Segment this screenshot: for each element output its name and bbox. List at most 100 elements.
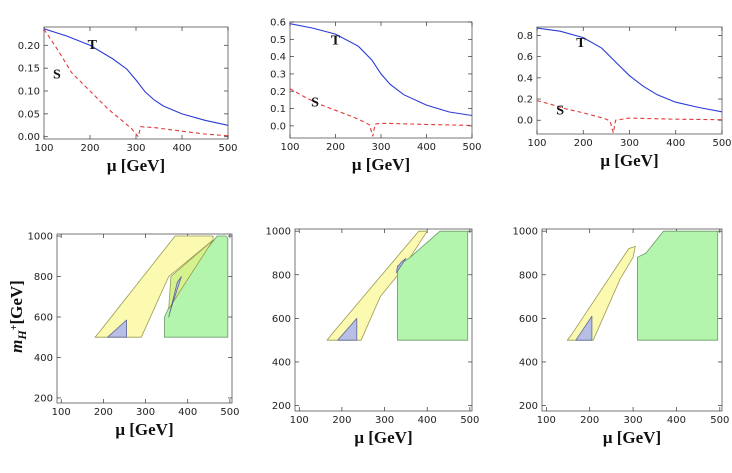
y-label-sub: H xyxy=(15,330,29,341)
y-axis-label: mH+[GeV] xyxy=(7,280,29,353)
x-tick-label: 300 xyxy=(136,407,155,418)
x-tick-label: 400 xyxy=(417,142,436,153)
x-axis-label: μ [GeV] xyxy=(354,428,412,447)
plot-area xyxy=(537,27,722,134)
y-tick-label: 600 xyxy=(34,312,53,323)
x-tick-label: 200 xyxy=(80,143,99,154)
y-tick-label: 600 xyxy=(272,314,291,325)
blue-region xyxy=(107,319,127,338)
x-tick-label: 500 xyxy=(220,407,239,418)
y-tick-label: 0.15 xyxy=(18,64,40,75)
y-tick-label: 0.2 xyxy=(270,87,286,98)
plot-frame xyxy=(541,228,723,412)
y-tick-label: 0.8 xyxy=(517,31,533,42)
x-tick-label: 300 xyxy=(375,415,394,426)
x-tick-label: 100 xyxy=(34,143,53,154)
series-label-S: S xyxy=(556,104,564,119)
yellow-region xyxy=(94,235,214,338)
x-tick-label: 200 xyxy=(332,415,351,426)
x-tick-label: 200 xyxy=(94,407,113,418)
x-axis-label: μ [GeV] xyxy=(352,155,410,174)
y-tick-label: 200 xyxy=(519,401,538,412)
plot-area xyxy=(44,28,228,138)
blue-region xyxy=(396,257,407,274)
plot-area xyxy=(326,230,469,341)
series-label-T: T xyxy=(331,33,341,48)
y-tick-label: 0.3 xyxy=(270,69,286,80)
x-tick-label: 300 xyxy=(371,142,390,153)
x-tick-label: 400 xyxy=(667,415,686,426)
plot-frame xyxy=(294,228,473,412)
series-label-T: T xyxy=(88,38,98,53)
x-tick-label: 300 xyxy=(126,143,145,154)
blue-region xyxy=(575,315,593,341)
panel-3: 100 200 300 400 500 0.0 0.2 0.4 0.6 0.8 μ [GeV] T S xyxy=(517,26,732,170)
panel-2: 100 200 300 400 500 0.0 0.1 0.2 0.3 0.4 0.5 0.6 μ [G… xyxy=(270,18,481,175)
x-axis-label: μ [GeV] xyxy=(600,151,658,170)
y-tick-label: 0.20 xyxy=(18,41,40,52)
series-label-T: T xyxy=(576,36,586,51)
y-tick-label: 1000 xyxy=(513,227,538,238)
series-line-S xyxy=(537,100,722,134)
series-label-S: S xyxy=(311,96,319,111)
y-tick-label: 400 xyxy=(519,357,538,368)
y-tick-label: 0.10 xyxy=(18,87,40,98)
x-tick-label: 100 xyxy=(52,407,71,418)
x-tick-label: 400 xyxy=(178,407,197,418)
y-tick-label: 0.2 xyxy=(517,95,533,106)
x-axis-label: μ [GeV] xyxy=(107,156,165,175)
plot-frame xyxy=(56,233,233,404)
y-label-unit: [GeV] xyxy=(7,280,26,324)
series-line-T xyxy=(44,28,228,126)
y-tick-label: 0.0 xyxy=(270,121,286,132)
yellow-region xyxy=(566,245,636,341)
y-tick-label: 1000 xyxy=(266,227,291,238)
y-tick-label: 400 xyxy=(272,357,291,368)
x-tick-label: 200 xyxy=(326,142,345,153)
y-tick-label: 0.05 xyxy=(18,109,40,120)
x-tick-label: 100 xyxy=(290,415,309,426)
x-tick-label: 500 xyxy=(462,142,481,153)
x-tick-label: 100 xyxy=(537,415,556,426)
y-tick-label: 0.00 xyxy=(18,132,40,143)
series-line-T xyxy=(290,23,472,117)
green-region xyxy=(164,235,229,338)
x-tick-label: 500 xyxy=(218,143,237,154)
green-region xyxy=(637,230,719,341)
x-axis-label: μ [GeV] xyxy=(115,420,173,439)
plot-frame xyxy=(289,21,473,139)
y-tick-label: 0.6 xyxy=(517,52,533,63)
yellow-region xyxy=(326,230,428,341)
plot-area xyxy=(94,235,229,338)
y-tick-label: 0.0 xyxy=(517,116,533,127)
y-tick-label: 0.4 xyxy=(270,52,286,63)
panel-1: 100 200 300 400 500 0.00 0.05 0.10 0.15 0.20 μ [Ge… xyxy=(18,26,238,175)
y-tick-label: 800 xyxy=(519,270,538,281)
x-tick-label: 500 xyxy=(710,415,729,426)
yellow-green-overlap xyxy=(168,239,214,310)
blue-region xyxy=(168,276,182,318)
y-tick-label: 800 xyxy=(34,272,53,283)
y-tick-label: 800 xyxy=(272,270,291,281)
series-line-T xyxy=(537,27,722,113)
plot-area xyxy=(290,23,472,137)
y-tick-label: 0.5 xyxy=(270,35,286,46)
y-tick-label: 400 xyxy=(34,353,53,364)
panel-6: 100 200 300 400 500 200 400 600 800 1000 μ [GeV] xyxy=(513,227,730,447)
x-tick-label: 100 xyxy=(527,138,546,149)
series-label-S: S xyxy=(53,68,61,83)
y-tick-label: 1000 xyxy=(28,232,53,243)
panel-5: 100 200 300 400 500 200 400 600 800 1000 μ [GeV] xyxy=(266,227,480,447)
series-line-S xyxy=(44,28,228,138)
x-tick-label: 200 xyxy=(574,138,593,149)
x-tick-label: 400 xyxy=(666,138,685,149)
y-tick-label: 0.4 xyxy=(517,73,533,84)
plot-area xyxy=(566,230,719,341)
x-tick-label: 500 xyxy=(712,138,731,149)
blue-region xyxy=(337,317,358,341)
x-axis-label: μ [GeV] xyxy=(603,428,661,447)
green-region xyxy=(396,230,469,341)
y-tick-label: 200 xyxy=(34,393,53,404)
series-line-S xyxy=(290,88,472,137)
